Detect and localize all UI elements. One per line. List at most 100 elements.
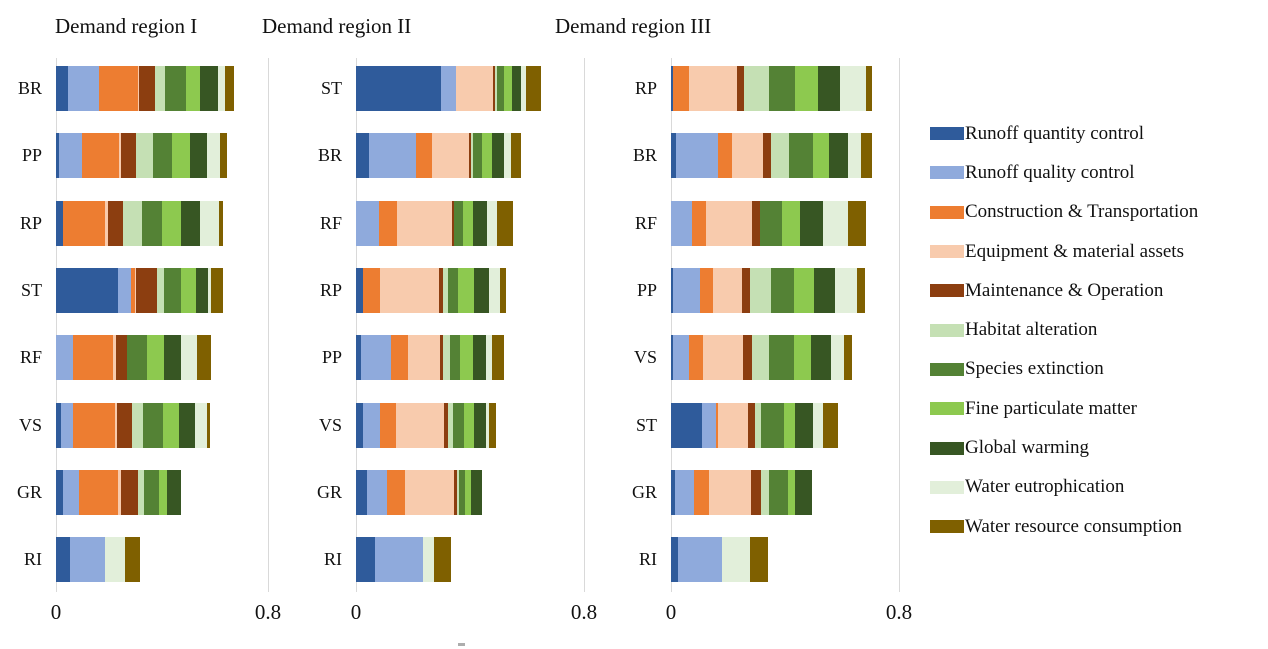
bar-segment <box>787 469 796 515</box>
bar-segment <box>72 335 114 381</box>
x-tick-label: 0.8 <box>570 600 598 624</box>
bar-row <box>56 537 140 583</box>
bar-segment <box>799 200 823 246</box>
bar-segment <box>688 66 737 111</box>
bar-segment <box>122 200 143 246</box>
bar-label-br: BR <box>632 145 657 166</box>
bar-segment <box>688 335 704 381</box>
bar-label-rp: RP <box>634 78 657 98</box>
bar-row <box>56 469 181 515</box>
bar-label-ri: RI <box>24 549 42 570</box>
axis-line-zero <box>356 58 357 592</box>
bar-segment <box>448 267 458 313</box>
stray-mark <box>458 643 465 646</box>
bar-segment <box>473 335 487 381</box>
bar-segment <box>751 335 769 381</box>
bar-segment <box>810 335 832 381</box>
bar-segment <box>142 200 162 246</box>
bar-segment <box>116 402 132 448</box>
axis-line-zero <box>671 58 672 592</box>
bar-row <box>671 66 873 111</box>
bar-segment <box>186 66 201 111</box>
legend-item: Fine particulate matter <box>930 389 1198 428</box>
bar-segment <box>56 200 63 246</box>
bar-segment <box>453 402 464 448</box>
bar-segment <box>434 537 451 583</box>
legend-item: Maintenance & Operation <box>930 271 1198 310</box>
bar-segment <box>356 133 370 179</box>
bar-segment <box>503 133 511 179</box>
legend-label: Habitat alteration <box>965 319 1098 341</box>
bar-segment <box>181 200 200 246</box>
bar-segment <box>135 133 153 179</box>
bar-segment <box>713 267 742 313</box>
bar-row <box>56 133 228 179</box>
legend-label: Species extinction <box>965 358 1104 380</box>
panel-title-region-2: Demand region II <box>262 14 412 38</box>
bar-row <box>356 267 507 313</box>
bar-segment <box>137 66 139 111</box>
bar-segment <box>857 267 865 313</box>
bar-segment <box>138 66 155 111</box>
bar-segment <box>363 267 381 313</box>
bar-label-br: BR <box>17 78 42 98</box>
bar-label-gr: GR <box>631 481 657 502</box>
bar-segment <box>831 335 844 381</box>
bar-segment <box>194 402 207 448</box>
gridline-max <box>899 58 900 592</box>
legend-label: Equipment & material assets <box>965 240 1184 262</box>
legend-item: Equipment & material assets <box>930 232 1198 271</box>
axis-line-zero <box>56 58 57 592</box>
bar-segment <box>495 66 498 111</box>
bar-segment <box>794 402 814 448</box>
bar-segment <box>125 537 140 583</box>
bar-segment <box>761 469 770 515</box>
bar-row <box>56 200 223 246</box>
bar-segment <box>748 402 756 448</box>
bar-segment <box>702 402 717 448</box>
bar-segment <box>107 200 123 246</box>
bar-segment <box>114 402 117 448</box>
legend-label: Global warming <box>965 437 1090 459</box>
bar-segment <box>422 537 435 583</box>
bar-segment <box>741 267 750 313</box>
bar-label-pp: PP <box>636 279 657 300</box>
bar-segment <box>404 469 454 515</box>
bar-label-st: ST <box>320 78 342 98</box>
bar-segment <box>181 335 198 381</box>
bar-segment <box>439 267 443 313</box>
bar-segment <box>672 335 689 381</box>
legend-item: Runoff quality control <box>930 153 1198 192</box>
bar-segment <box>691 200 707 246</box>
bar-segment <box>717 133 732 179</box>
bar-segment <box>225 66 234 111</box>
bar-label-br: BR <box>317 145 342 166</box>
bar-segment <box>781 200 800 246</box>
legend-label: Water resource consumption <box>965 515 1182 537</box>
legend-label: Fine particulate matter <box>965 397 1137 419</box>
bar-segment <box>126 335 148 381</box>
bar-segment <box>794 66 819 111</box>
bar-row <box>356 133 522 179</box>
bar-segment <box>795 469 813 515</box>
bar-segment <box>164 66 187 111</box>
legend-item: Global warming <box>930 428 1198 467</box>
bar-label-gr: GR <box>16 481 42 502</box>
legend-label: Maintenance & Operation <box>965 279 1164 301</box>
bar-row <box>671 402 838 448</box>
bar-segment <box>794 267 814 313</box>
bar-segment <box>676 133 718 179</box>
bar-segment <box>72 402 115 448</box>
bar-row <box>356 200 513 246</box>
bar-segment <box>677 537 722 583</box>
bar-segment <box>356 402 363 448</box>
bar-segment <box>473 133 483 179</box>
bar-segment <box>736 66 745 111</box>
bar-segment <box>211 267 224 313</box>
bar-segment <box>751 469 762 515</box>
bar-row <box>671 133 872 179</box>
bar-segment <box>440 335 444 381</box>
bar-row <box>356 66 542 111</box>
bar-segment <box>120 469 138 515</box>
bar-segment <box>496 200 513 246</box>
